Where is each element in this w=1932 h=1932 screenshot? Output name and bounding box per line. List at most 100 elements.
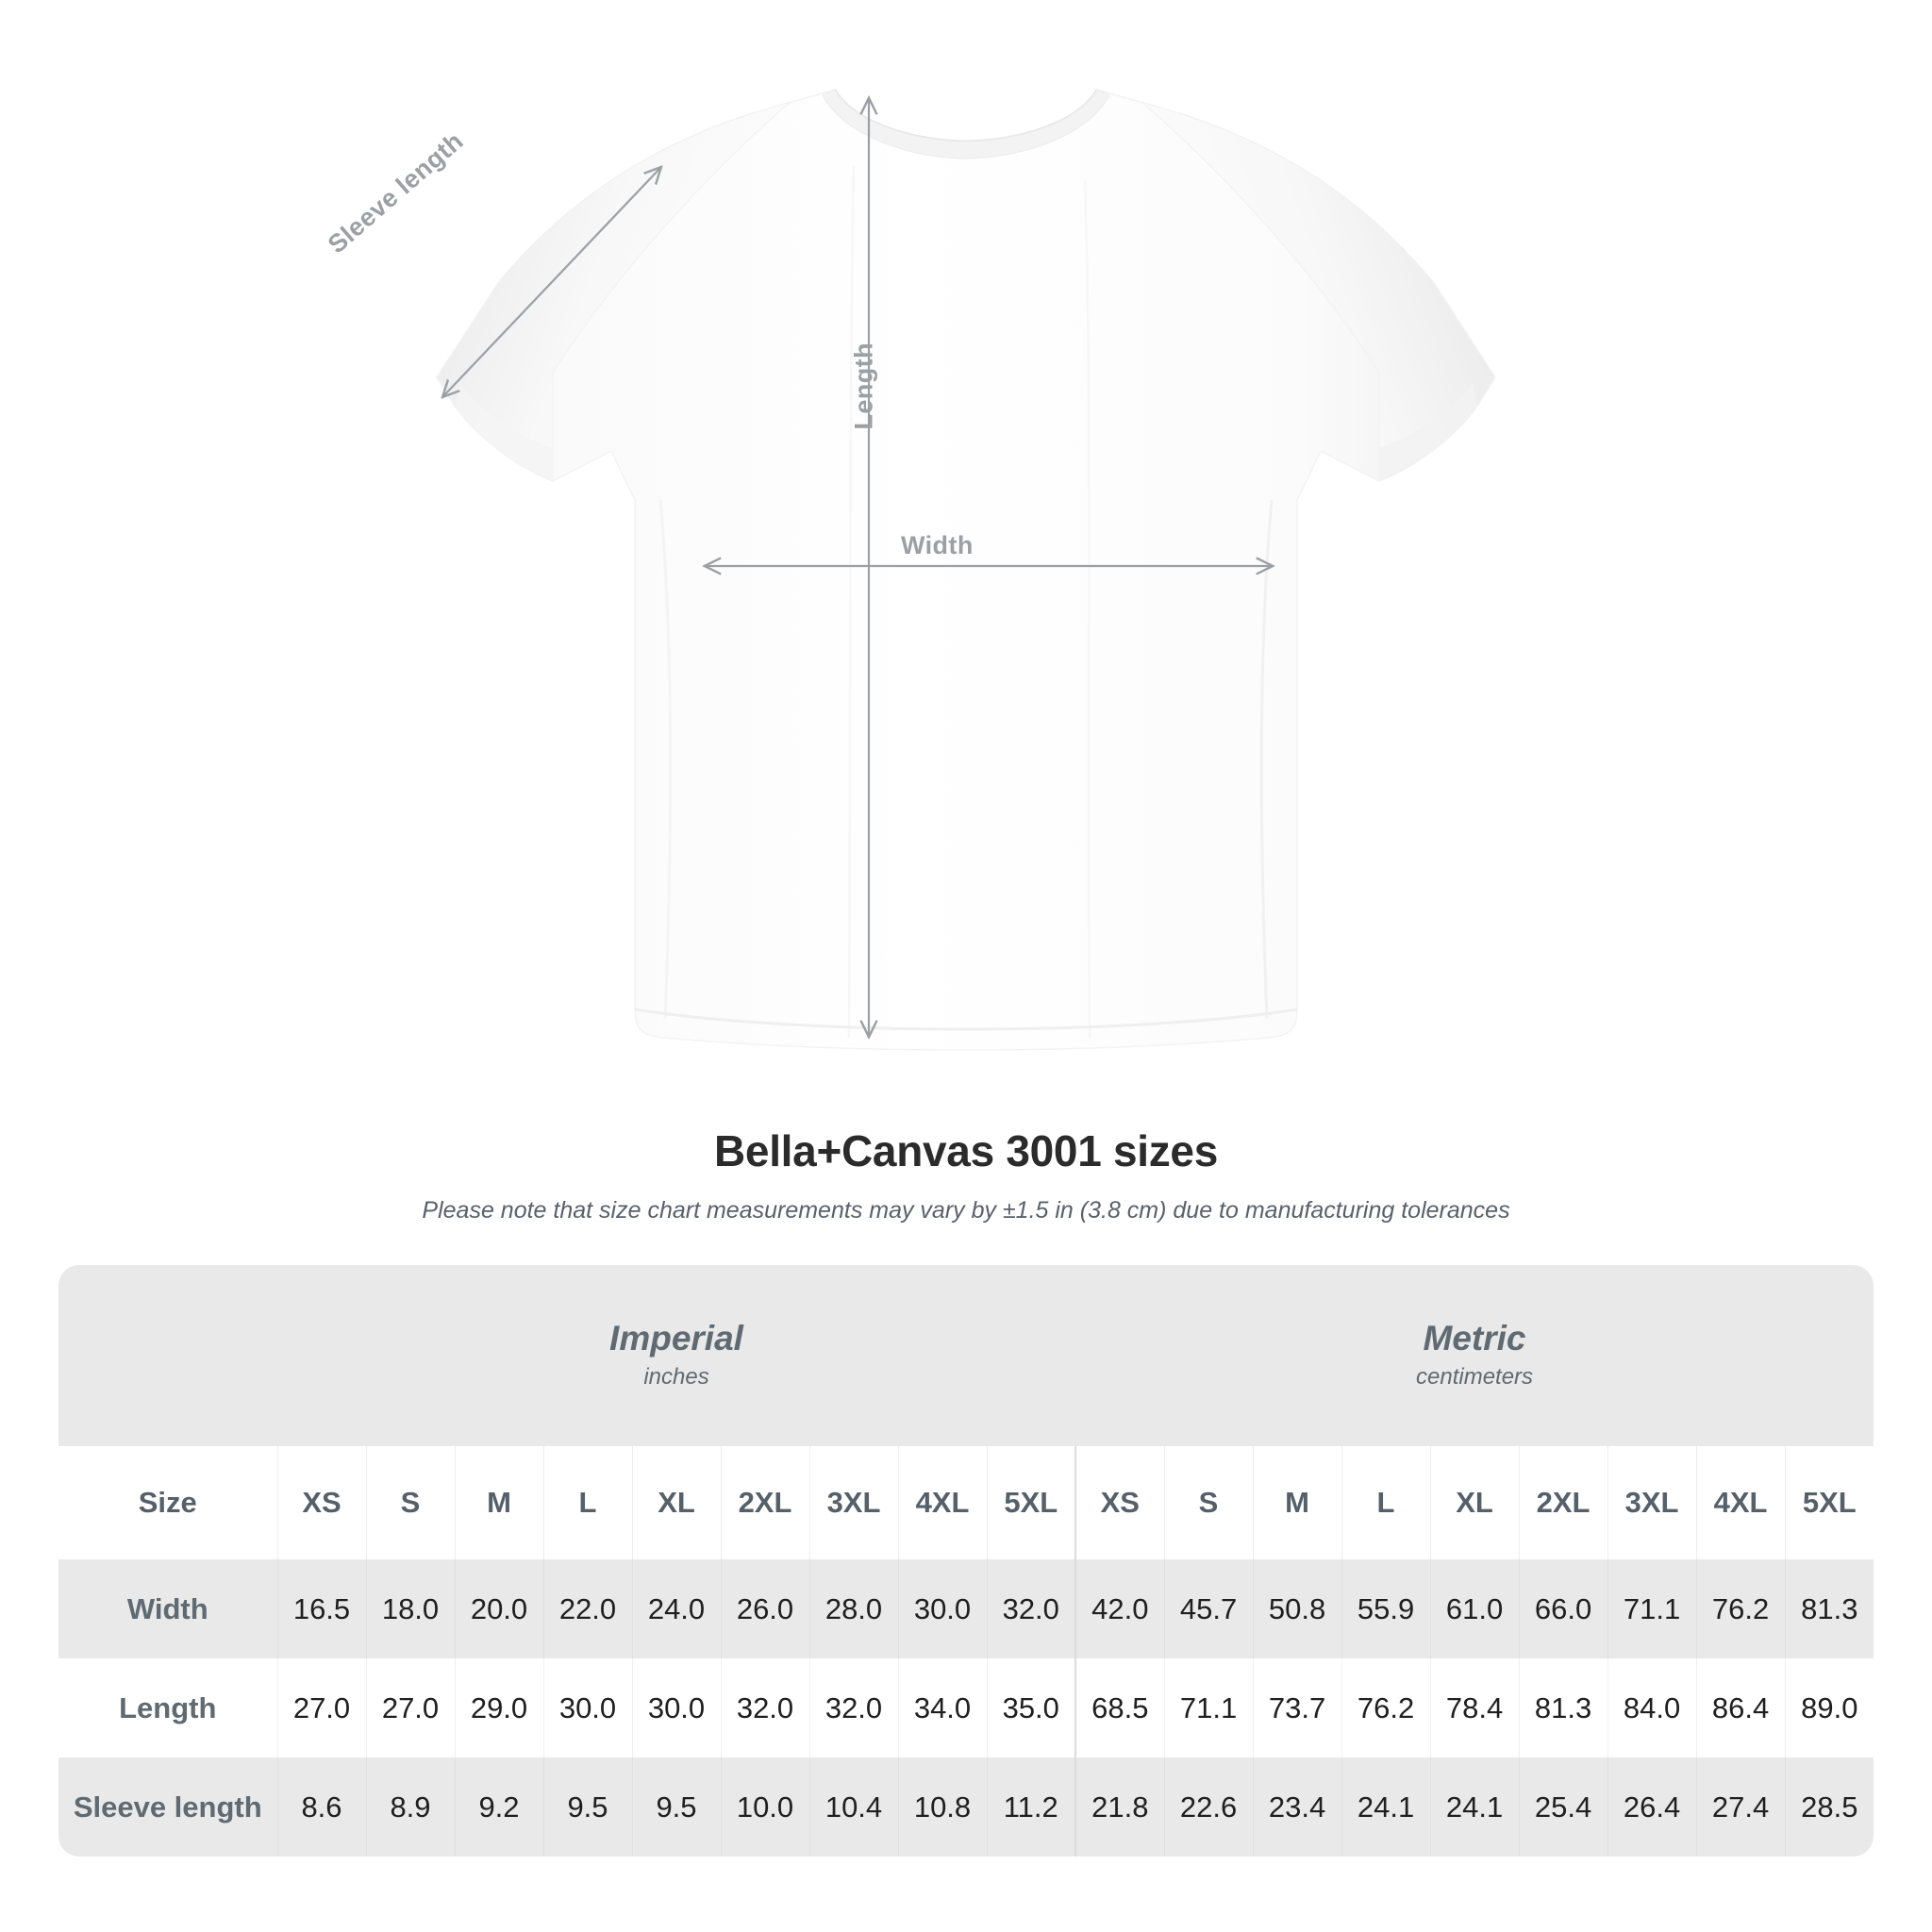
header-size-metric-xl: XL	[1429, 1446, 1520, 1559]
cell-length-metric-xs: 68.5	[1074, 1658, 1165, 1757]
sleeve-arrow	[443, 168, 660, 396]
cell-length-metric-2xl: 81.3	[1518, 1658, 1608, 1757]
unit-group-imperial: Imperial inches	[277, 1265, 1076, 1446]
header-size-imperial-5xl: 5XL	[986, 1446, 1076, 1559]
header-size-metric-5xl: 5XL	[1784, 1446, 1874, 1559]
length-dimension-label: Length	[849, 342, 878, 430]
header-size-imperial-3xl: 3XL	[808, 1446, 898, 1559]
cell-sleeve-length-imperial-l: 9.5	[542, 1757, 632, 1857]
unit-group-metric: Metric centimeters	[1075, 1265, 1874, 1446]
tshirt-illustration: Sleeve length Length Width	[322, 89, 1496, 1051]
cell-width-metric-xl: 61.0	[1429, 1559, 1520, 1658]
cell-sleeve-length-imperial-m: 9.2	[454, 1757, 543, 1857]
unit-banner-row: Imperial inches Metric centimeters	[58, 1265, 1874, 1446]
unit-group-imperial-name: Imperial	[609, 1318, 743, 1357]
cell-width-metric-xs: 42.0	[1074, 1559, 1165, 1658]
cell-width-imperial-s: 18.0	[365, 1559, 455, 1658]
cell-sleeve-length-metric-xl: 24.1	[1429, 1757, 1520, 1857]
cell-width-metric-3xl: 71.1	[1607, 1559, 1697, 1658]
cell-width-metric-4xl: 76.2	[1695, 1559, 1786, 1658]
header-size-imperial-m: M	[454, 1446, 543, 1559]
cell-width-metric-2xl: 66.0	[1518, 1559, 1608, 1658]
cell-length-imperial-3xl: 32.0	[808, 1658, 898, 1757]
cell-length-metric-3xl: 84.0	[1607, 1658, 1697, 1757]
header-size-imperial-l: L	[542, 1446, 632, 1559]
cell-length-metric-s: 71.1	[1163, 1658, 1254, 1757]
row-label-length: Length	[58, 1658, 277, 1757]
size-table-container: Imperial inches Metric centimeters Size X…	[58, 1265, 1874, 1857]
cell-sleeve-length-metric-l: 24.1	[1341, 1757, 1431, 1857]
header-size-imperial-s: S	[365, 1446, 455, 1559]
unit-banner-spacer	[58, 1265, 277, 1446]
cell-sleeve-length-imperial-s: 8.9	[365, 1757, 455, 1857]
cell-width-imperial-3xl: 28.0	[808, 1559, 898, 1658]
measurement-arrows	[443, 99, 1272, 1036]
header-size-metric-m: M	[1252, 1446, 1342, 1559]
size-chart-table: Imperial inches Metric centimeters Size X…	[58, 1265, 1874, 1857]
cell-sleeve-length-imperial-2xl: 10.0	[720, 1757, 809, 1857]
cell-length-imperial-2xl: 32.0	[720, 1658, 809, 1757]
page-subtitle: Please note that size chart measurements…	[422, 1196, 1510, 1224]
header-size-imperial-2xl: 2XL	[720, 1446, 809, 1559]
cell-sleeve-length-metric-xs: 21.8	[1074, 1757, 1165, 1857]
cell-sleeve-length-metric-5xl: 28.5	[1784, 1757, 1874, 1857]
header-size-metric-l: L	[1341, 1446, 1431, 1559]
cell-width-imperial-5xl: 32.0	[986, 1559, 1076, 1658]
header-size-metric-2xl: 2XL	[1518, 1446, 1608, 1559]
cell-sleeve-length-imperial-3xl: 10.4	[808, 1757, 898, 1857]
cell-sleeve-length-metric-4xl: 27.4	[1695, 1757, 1786, 1857]
cell-width-imperial-2xl: 26.0	[720, 1559, 809, 1658]
header-size-label: Size	[58, 1446, 277, 1559]
cell-width-imperial-4xl: 30.0	[897, 1559, 987, 1658]
unit-group-imperial-unit: inches	[643, 1364, 709, 1391]
cell-length-metric-m: 73.7	[1252, 1658, 1342, 1757]
cell-sleeve-length-imperial-5xl: 11.2	[986, 1757, 1076, 1857]
cell-sleeve-length-imperial-xl: 9.5	[631, 1757, 721, 1857]
header-size-imperial-xl: XL	[631, 1446, 721, 1559]
cell-width-imperial-m: 20.0	[454, 1559, 543, 1658]
cell-width-imperial-xs: 16.5	[276, 1559, 366, 1658]
unit-group-metric-name: Metric	[1423, 1318, 1526, 1357]
cell-length-metric-xl: 78.4	[1429, 1658, 1520, 1757]
cell-length-imperial-5xl: 35.0	[986, 1658, 1076, 1757]
unit-group-metric-unit: centimeters	[1416, 1364, 1534, 1391]
page-title: Bella+Canvas 3001 sizes	[714, 1126, 1218, 1175]
cell-length-metric-4xl: 86.4	[1695, 1658, 1786, 1757]
table-row: Sleeve length 8.6 8.9 9.2 9.5 9.5 10.0 10.4 10.8…	[58, 1757, 1874, 1857]
row-label-sleeve-length: Sleeve length	[58, 1757, 277, 1857]
row-label-width: Width	[58, 1559, 277, 1658]
cell-width-metric-m: 50.8	[1252, 1559, 1342, 1658]
cell-width-metric-s: 45.7	[1163, 1559, 1254, 1658]
chart-heading: Bella+Canvas 3001 sizes Please note that…	[0, 1127, 1932, 1224]
table-row: Length 27.0 27.0 29.0 30.0 30.0 32.0 32.0 34.0 35…	[58, 1658, 1874, 1757]
header-size-metric-4xl: 4XL	[1695, 1446, 1786, 1559]
table-row: Width 16.5 18.0 20.0 22.0 24.0 26.0 28.0 30.0 32.…	[58, 1559, 1874, 1658]
header-size-imperial-4xl: 4XL	[897, 1446, 987, 1559]
tshirt-diagram-svg	[436, 89, 1496, 1051]
table-header-row: Size XS S M L XL 2XL 3XL 4XL 5XL XS S M L XL 2XL 3XL 4XL 5…	[58, 1446, 1874, 1559]
header-size-imperial-xs: XS	[276, 1446, 366, 1559]
cell-sleeve-length-metric-m: 23.4	[1252, 1757, 1342, 1857]
width-dimension-label: Width	[901, 531, 974, 559]
cell-sleeve-length-metric-s: 22.6	[1163, 1757, 1254, 1857]
cell-length-imperial-4xl: 34.0	[897, 1658, 987, 1757]
tshirt-shape	[436, 89, 1496, 1051]
cell-length-metric-l: 76.2	[1341, 1658, 1431, 1757]
header-size-metric-3xl: 3XL	[1607, 1446, 1697, 1559]
cell-length-imperial-xs: 27.0	[276, 1658, 366, 1757]
cell-width-imperial-xl: 24.0	[631, 1559, 721, 1658]
cell-sleeve-length-imperial-xs: 8.6	[276, 1757, 366, 1857]
cell-width-metric-l: 55.9	[1341, 1559, 1431, 1658]
cell-width-imperial-l: 22.0	[542, 1559, 632, 1658]
cell-length-metric-5xl: 89.0	[1784, 1658, 1874, 1757]
cell-length-imperial-s: 27.0	[365, 1658, 455, 1757]
cell-sleeve-length-metric-3xl: 26.4	[1607, 1757, 1697, 1857]
cell-length-imperial-xl: 30.0	[631, 1658, 721, 1757]
cell-sleeve-length-imperial-4xl: 10.8	[897, 1757, 987, 1857]
header-size-metric-s: S	[1163, 1446, 1254, 1559]
cell-length-imperial-l: 30.0	[542, 1658, 632, 1757]
header-size-metric-xs: XS	[1074, 1446, 1165, 1559]
cell-sleeve-length-metric-2xl: 25.4	[1518, 1757, 1608, 1857]
cell-width-metric-5xl: 81.3	[1784, 1559, 1874, 1658]
